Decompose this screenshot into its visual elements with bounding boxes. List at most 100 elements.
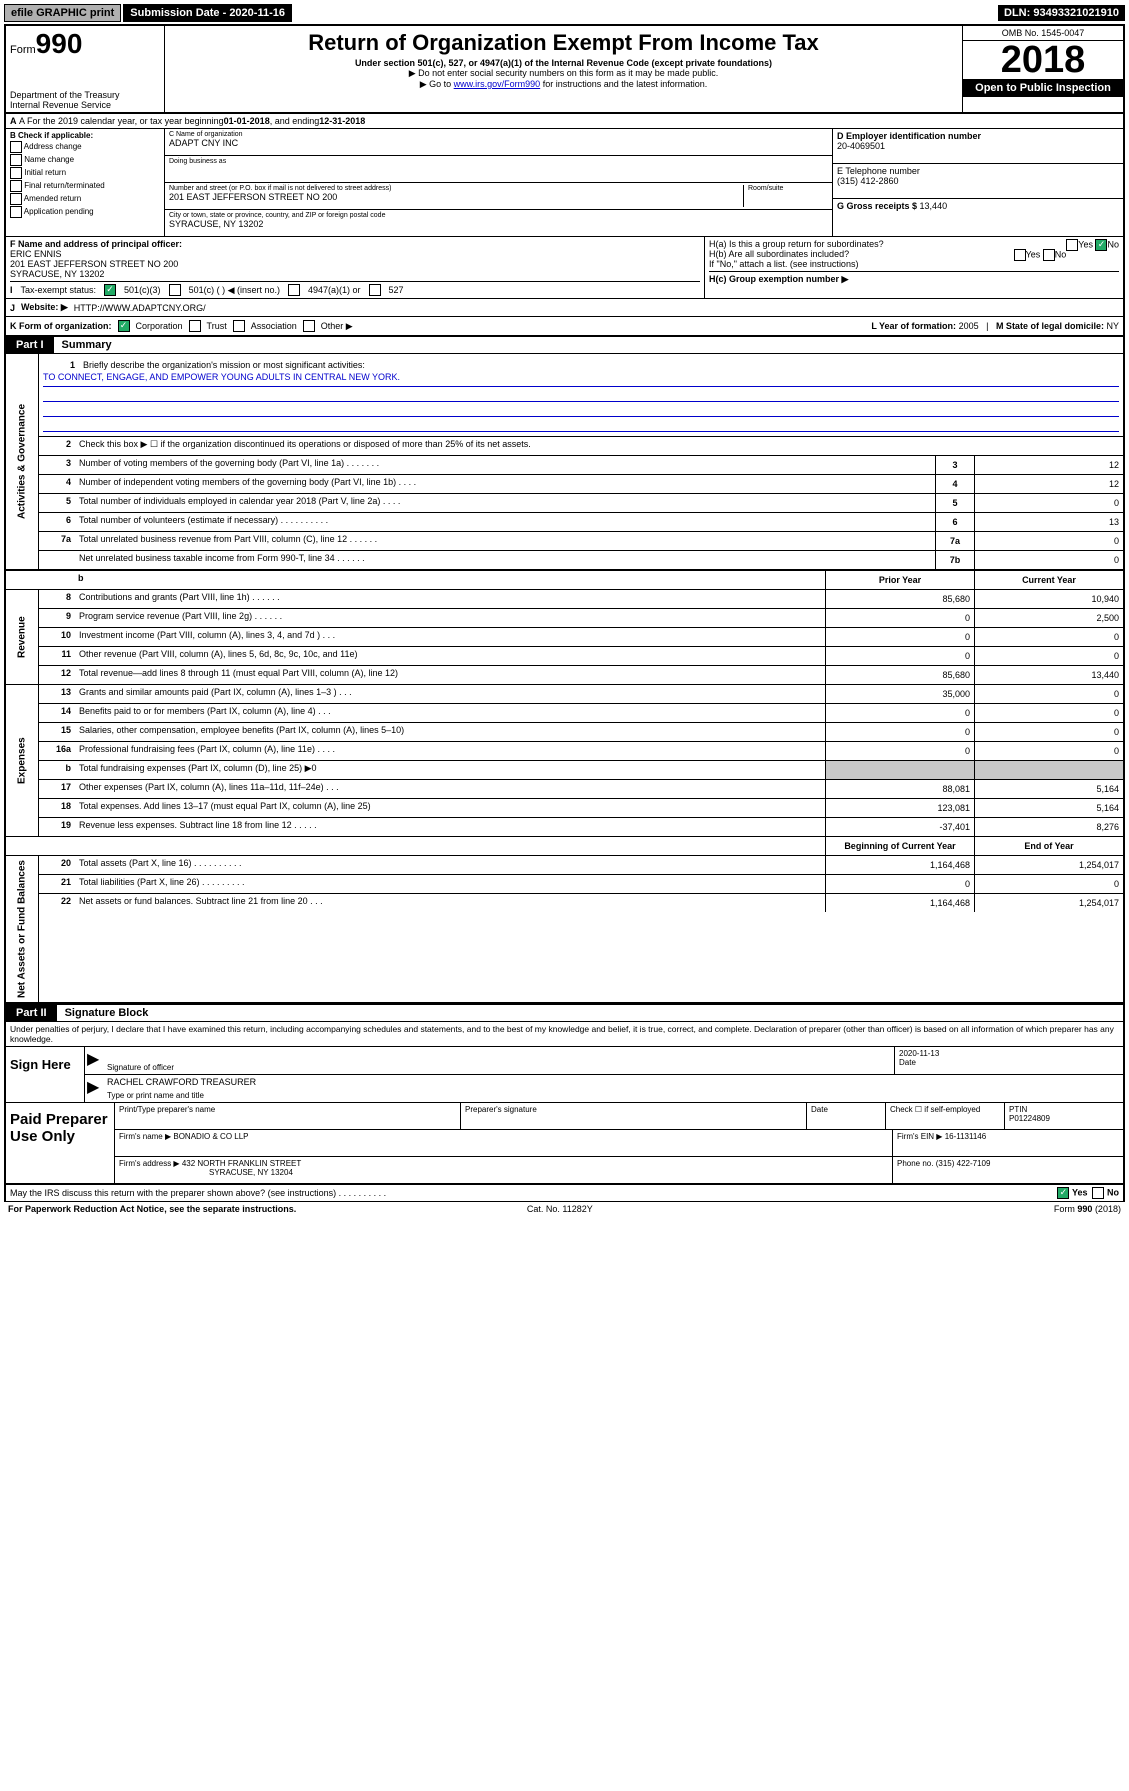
ha-label: H(a) Is this a group return for subordin… — [709, 239, 884, 249]
vlabel-revenue: Revenue — [6, 590, 39, 684]
domicile-label: M State of legal domicile: — [996, 321, 1104, 331]
chk-name[interactable]: Name change — [10, 154, 160, 166]
chk-trust[interactable] — [189, 320, 201, 332]
chk-final[interactable]: Final return/terminated — [10, 180, 160, 192]
summary-row: 9Program service revenue (Part VIII, lin… — [39, 609, 1123, 628]
chk-corp[interactable] — [118, 320, 130, 332]
tax-year: 2018 — [963, 41, 1123, 79]
vlabel-activities: Activities & Governance — [6, 354, 39, 569]
discuss-yes[interactable] — [1057, 1187, 1069, 1199]
summary-row: 5Total number of individuals employed in… — [39, 494, 1123, 513]
chk-other[interactable] — [303, 320, 315, 332]
officer-label: F Name and address of principal officer: — [10, 239, 182, 249]
summary-row: 4Number of independent voting members of… — [39, 475, 1123, 494]
chk-address[interactable]: Address change — [10, 141, 160, 153]
summary-row: 3Number of voting members of the governi… — [39, 456, 1123, 475]
summary-row: 12Total revenue—add lines 8 through 11 (… — [39, 666, 1123, 684]
phone: (315) 412-2860 — [837, 176, 899, 186]
footer-left: For Paperwork Reduction Act Notice, see … — [8, 1204, 296, 1214]
chk-initial[interactable]: Initial return — [10, 167, 160, 179]
ptin-lbl: PTIN — [1009, 1105, 1119, 1114]
part2-header: Part II Signature Block — [4, 1004, 1125, 1022]
summary-row: 15Salaries, other compensation, employee… — [39, 723, 1123, 742]
part2-title: Signature Block — [57, 1005, 157, 1021]
row-a: A A For the 2019 calendar year, or tax y… — [4, 114, 1125, 129]
summary-row: 7aTotal unrelated business revenue from … — [39, 532, 1123, 551]
vlabel-netassets: Net Assets or Fund Balances — [6, 856, 39, 1002]
chk-501c3[interactable] — [104, 284, 116, 296]
summary-row: 16aProfessional fundraising fees (Part I… — [39, 742, 1123, 761]
gross: 13,440 — [920, 201, 948, 211]
firm-name: BONADIO & CO LLP — [173, 1132, 248, 1141]
summary-row: 18Total expenses. Add lines 13–17 (must … — [39, 799, 1123, 818]
prep-self-lbl: Check ☐ if self-employed — [890, 1105, 1000, 1114]
paid-block: Paid Preparer Use Only Print/Type prepar… — [4, 1103, 1125, 1185]
summary-row: 19Revenue less expenses. Subtract line 1… — [39, 818, 1123, 836]
ptin: P01224809 — [1009, 1114, 1119, 1123]
subtitle: Under section 501(c), 527, or 4947(a)(1)… — [169, 58, 958, 68]
firm-addr-lbl: Firm's address ▶ — [119, 1159, 180, 1168]
irs-link[interactable]: www.irs.gov/Form990 — [454, 79, 541, 89]
addr: 201 EAST JEFFERSON STREET NO 200 — [169, 192, 743, 202]
efile-button[interactable]: efile GRAPHIC print — [4, 4, 121, 22]
form-number: Form990 — [10, 28, 160, 60]
summary-row: 13Grants and similar amounts paid (Part … — [39, 685, 1123, 704]
city-label: City or town, state or province, country… — [169, 212, 828, 219]
chk-4947[interactable] — [288, 284, 300, 296]
footer-right: Form 990 (2018) — [1054, 1204, 1121, 1214]
summary-row: Net unrelated business taxable income fr… — [39, 551, 1123, 569]
part2-tab: Part II — [6, 1005, 57, 1021]
paid-label: Paid Preparer Use Only — [6, 1103, 115, 1183]
col-end: End of Year — [974, 837, 1123, 855]
dept: Department of the Treasury Internal Reve… — [10, 90, 160, 110]
phone-label: E Telephone number — [837, 166, 920, 176]
firm-addr2: SYRACUSE, NY 13204 — [209, 1168, 293, 1177]
gross-label: G Gross receipts $ — [837, 201, 920, 211]
sign-date: 2020-11-13 — [899, 1049, 1119, 1058]
officer-addr: 201 EAST JEFFERSON STREET NO 200 SYRACUS… — [10, 259, 178, 279]
year-formation-label: L Year of formation: — [871, 321, 956, 331]
summary-table: Activities & Governance 1Briefly describ… — [4, 354, 1125, 1004]
perjury: Under penalties of perjury, I declare th… — [4, 1022, 1125, 1047]
form-header: Form990 Department of the Treasury Inter… — [4, 24, 1125, 114]
domicile: NY — [1106, 321, 1119, 331]
form-title: Return of Organization Exempt From Incom… — [169, 30, 958, 56]
name-label: Type or print name and title — [107, 1091, 1119, 1100]
firm-name-lbl: Firm's name ▶ — [119, 1132, 171, 1141]
summary-row: 10Investment income (Part VIII, column (… — [39, 628, 1123, 647]
top-bar: efile GRAPHIC print Submission Date - 20… — [4, 4, 1125, 22]
firm-ein: 16-1131146 — [945, 1132, 987, 1141]
sign-here-label: Sign Here — [6, 1047, 85, 1102]
dln: DLN: 93493321021910 — [998, 5, 1125, 21]
chk-assoc[interactable] — [233, 320, 245, 332]
addr-label: Number and street (or P.O. box if mail i… — [169, 185, 743, 192]
date-label: Date — [899, 1058, 1119, 1067]
ha-no[interactable] — [1095, 239, 1107, 251]
summary-row: 22Net assets or fund balances. Subtract … — [39, 894, 1123, 912]
col-b: B Check if applicable: Address change Na… — [6, 129, 165, 236]
ein-label: D Employer identification number — [837, 131, 981, 141]
chk-amended[interactable]: Amended return — [10, 193, 160, 205]
discuss-no[interactable] — [1092, 1187, 1104, 1199]
footer-mid: Cat. No. 11282Y — [527, 1204, 593, 1214]
mission: TO CONNECT, ENGAGE, AND EMPOWER YOUNG AD… — [43, 372, 1119, 387]
discuss-row: May the IRS discuss this return with the… — [4, 1185, 1125, 1202]
l1-desc: Briefly describe the organization's miss… — [79, 358, 1119, 372]
hc-label: H(c) Group exemption number ▶ — [709, 274, 848, 284]
chk-527[interactable] — [369, 284, 381, 296]
summary-row: 17Other expenses (Part IX, column (A), l… — [39, 780, 1123, 799]
chk-pending[interactable]: Application pending — [10, 206, 160, 218]
part1-header: Part I Summary — [4, 336, 1125, 354]
sign-block: Sign Here ▶ Signature of officer 2020-11… — [4, 1047, 1125, 1103]
vlabel-expenses: Expenses — [6, 685, 39, 836]
summary-row: 6Total number of volunteers (estimate if… — [39, 513, 1123, 532]
row-k: K Form of organization: Corporation Trus… — [4, 317, 1125, 336]
org-name: ADAPT CNY INC — [169, 138, 828, 148]
summary-row: 14Benefits paid to or for members (Part … — [39, 704, 1123, 723]
summary-row: 8Contributions and grants (Part VIII, li… — [39, 590, 1123, 609]
section-fh: F Name and address of principal officer:… — [4, 237, 1125, 299]
firm-phone-lbl: Phone no. — [897, 1159, 933, 1168]
prep-sig-lbl: Preparer's signature — [465, 1105, 802, 1114]
chk-501c[interactable] — [169, 284, 181, 296]
col-prior: Prior Year — [825, 571, 974, 589]
